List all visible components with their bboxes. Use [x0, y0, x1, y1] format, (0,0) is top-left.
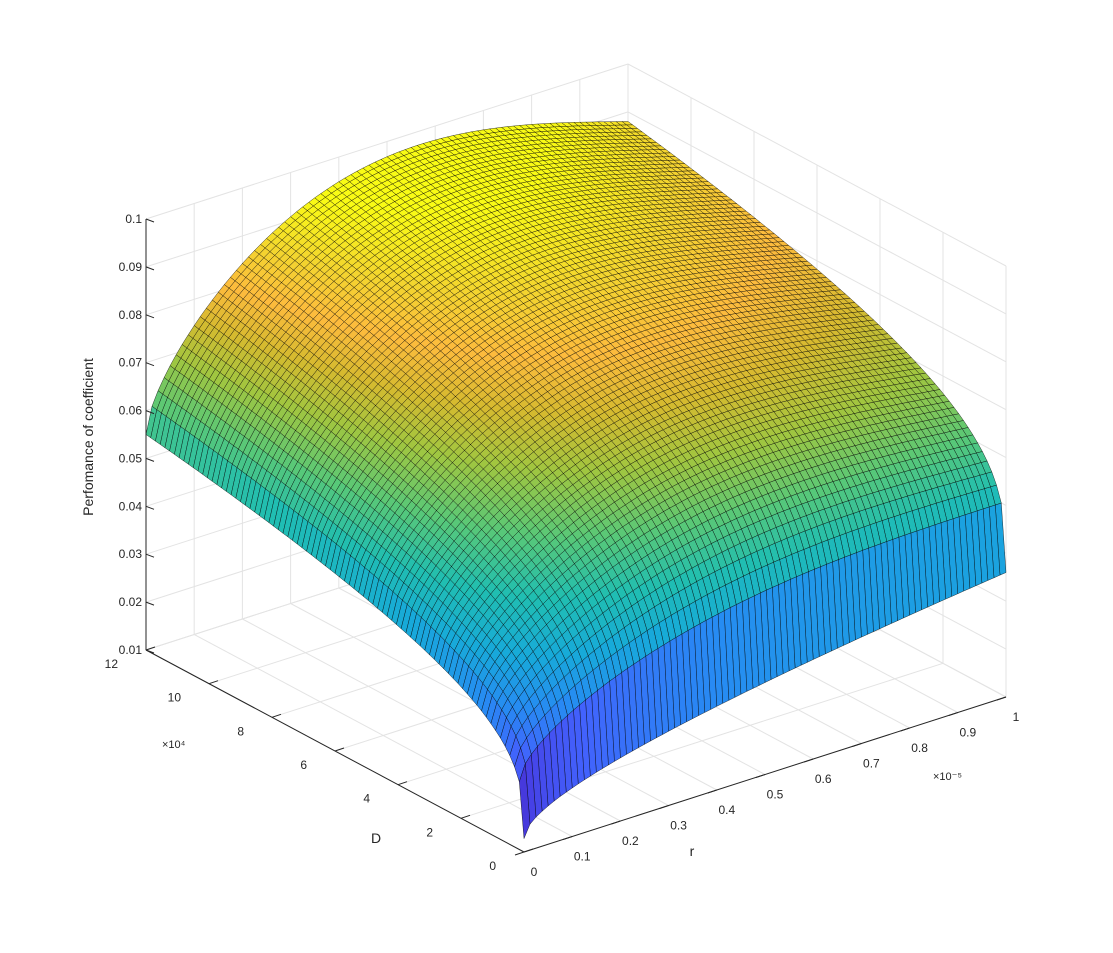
surface [145, 121, 1007, 839]
side-wall-grid-line-z [627, 63, 1007, 267]
back-wall-grid-line-z [145, 63, 629, 220]
side-wall-grid-line-z [627, 111, 1007, 315]
